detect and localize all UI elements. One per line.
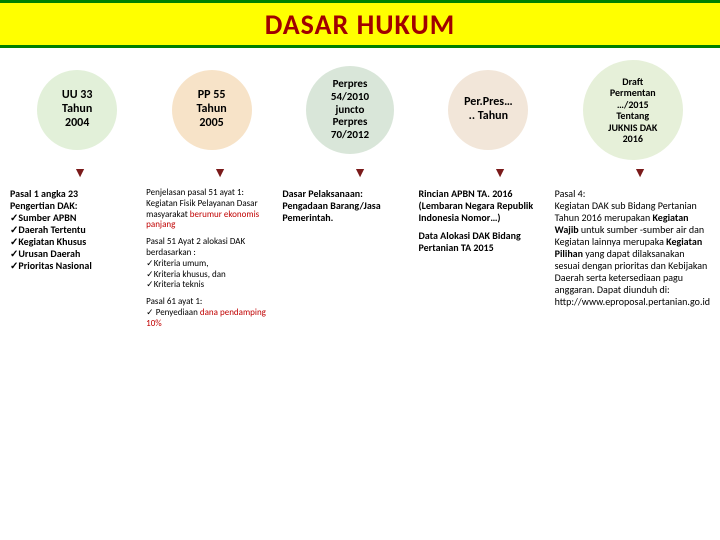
text-block: Rincian APBN TA. 2016 (Lembaran Negara R… [418,188,546,224]
circles-row: UU 33Tahun2004 PP 55Tahun2005 Perpres54/20… [0,48,720,166]
text-block: Dasar Pelaksanaan: Pengadaan Barang/Jasa… [282,188,410,224]
text-line: Prioritas Nasional [10,260,138,272]
detail-column-3: Rincian APBN TA. 2016 (Lembaran Negara R… [416,186,548,338]
title-bar: DASAR HUKUM [0,0,720,48]
columns-row: Pasal 1 angka 23Pengertian DAK:Sumber AP… [0,182,720,338]
arrow-down-icon: ▼ [320,166,400,182]
page-title: DASAR HUKUM [265,7,456,42]
detail-column-4: Pasal 4:Kegiatan DAK sub Bidang Pertania… [553,186,712,338]
circle-node-3: Per.Pres….. Tahun [448,70,528,150]
text-block: Pasal 61 ayat 1: Penyediaan dana pendamp… [146,297,274,329]
text-block: Pasal 51 Ayat 2 alokasi DAK berdasarkan … [146,237,274,291]
text-block: Pasal 4:Kegiatan DAK sub Bidang Pertania… [555,188,710,308]
arrow-down-icon: ▼ [600,166,680,182]
arrows-row: ▼ ▼ ▼ ▼ ▼ [0,166,720,182]
circle-node-0: UU 33Tahun2004 [37,70,117,150]
circle-node-1: PP 55Tahun2005 [172,70,252,150]
arrow-down-icon: ▼ [460,166,540,182]
text-block: Data Alokasi DAK Bidang Pertanian TA 201… [418,230,546,254]
detail-column-0: Pasal 1 angka 23Pengertian DAK:Sumber AP… [8,186,140,338]
circle-node-4: DraftPermentan…/2015TentangJUKNIS DAK201… [583,60,683,160]
arrow-down-icon: ▼ [180,166,260,182]
text-block: Penjelasan pasal 51 ayat 1:Kegiatan Fisi… [146,188,274,231]
detail-column-1: Penjelasan pasal 51 ayat 1:Kegiatan Fisi… [144,186,276,338]
circle-node-2: Perpres54/2010junctoPerpres70/2012 [306,66,394,154]
detail-column-2: Dasar Pelaksanaan: Pengadaan Barang/Jasa… [280,186,412,338]
arrow-down-icon: ▼ [40,166,120,182]
